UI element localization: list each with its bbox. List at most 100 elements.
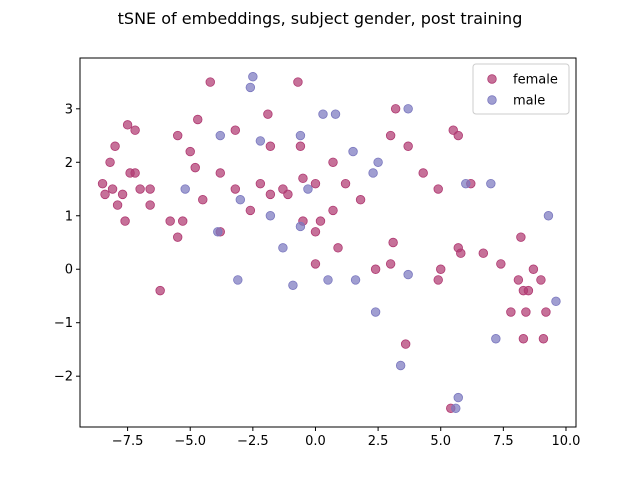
male-point	[245, 82, 256, 93]
male-point	[453, 392, 463, 403]
female-point	[112, 200, 123, 210]
x-tick-label: −7.5	[112, 434, 144, 449]
female-point	[265, 141, 276, 151]
x-tick-label: 0.0	[305, 434, 326, 449]
female-point	[518, 334, 529, 344]
male-point	[213, 227, 223, 237]
male-point	[288, 280, 298, 290]
female-point	[172, 130, 183, 141]
female-point	[310, 178, 321, 189]
female-point	[215, 168, 225, 178]
plot-frame	[79, 57, 577, 428]
female-point	[205, 77, 215, 87]
female-point	[536, 275, 546, 285]
male-point	[330, 109, 341, 119]
male-point	[295, 221, 306, 232]
female-point	[230, 184, 241, 194]
female-point	[541, 307, 551, 317]
x-tick-label: −2.5	[237, 434, 269, 449]
male-point	[180, 184, 190, 194]
female-point	[456, 248, 466, 258]
ticks-layer: −7.5 −5.0 −2.5 0.0 2.5 5.0 7.5 10.0 −2 −1 0 1 2 3	[54, 102, 581, 449]
female-point	[265, 189, 276, 200]
y-tick-label: 1	[65, 209, 73, 224]
female-point	[185, 146, 195, 157]
female-point	[130, 125, 140, 135]
female-point	[516, 232, 526, 242]
female-point	[506, 307, 516, 317]
female-point	[117, 189, 128, 200]
male-point	[370, 307, 381, 317]
female-point	[390, 104, 401, 114]
female-point	[165, 216, 175, 226]
female-point	[400, 339, 411, 349]
female-point	[97, 178, 108, 189]
male-point	[318, 109, 328, 119]
male-point	[278, 243, 288, 253]
male-point	[491, 334, 501, 344]
female-point	[418, 168, 428, 178]
points-layer	[97, 72, 561, 413]
female-point	[453, 130, 463, 141]
male-point	[265, 211, 276, 221]
male-point	[235, 195, 246, 205]
male-point	[350, 275, 361, 285]
female-point	[478, 248, 489, 258]
legend-label-male: male	[513, 94, 545, 109]
female-point	[255, 178, 266, 189]
male-point	[551, 296, 561, 307]
female-point	[172, 232, 183, 242]
legend-marker-male	[487, 95, 497, 105]
female-point	[388, 237, 398, 248]
y-tick-label: −1	[54, 316, 73, 331]
x-tick-label: −5.0	[174, 434, 206, 449]
x-tick-label: 5.0	[430, 434, 451, 449]
female-point	[496, 259, 506, 269]
female-point	[310, 227, 321, 237]
female-point	[145, 184, 155, 194]
female-point	[370, 264, 381, 274]
male-point	[403, 269, 413, 280]
female-point	[315, 216, 326, 226]
male-point	[215, 130, 225, 141]
female-point	[523, 285, 534, 296]
legend: female male	[472, 63, 570, 115]
female-point	[145, 200, 155, 210]
male-point	[461, 178, 471, 189]
x-tick-label: 10.0	[552, 434, 581, 449]
female-point	[513, 275, 524, 285]
female-point	[310, 259, 321, 269]
female-point	[385, 259, 396, 269]
male-point	[303, 184, 313, 194]
female-point	[100, 189, 110, 200]
female-point	[333, 243, 343, 253]
female-point	[283, 189, 293, 200]
female-point	[385, 130, 396, 141]
y-tick-label: 3	[65, 102, 73, 117]
female-point	[130, 168, 140, 178]
male-point	[395, 360, 406, 371]
female-point	[198, 195, 208, 205]
female-point	[122, 120, 133, 130]
female-point	[433, 184, 443, 194]
male-point	[403, 104, 413, 114]
male-point	[248, 72, 258, 82]
female-point	[433, 275, 443, 285]
male-point	[451, 403, 461, 413]
female-point	[403, 141, 413, 151]
female-point	[263, 109, 273, 119]
male-point	[255, 136, 266, 146]
male-point	[348, 146, 358, 157]
y-tick-label: −2	[54, 370, 73, 385]
female-point	[120, 216, 130, 226]
female-point	[293, 77, 303, 87]
y-tick-label: 0	[65, 263, 73, 278]
female-point	[355, 195, 366, 205]
x-tick-label: 7.5	[493, 434, 514, 449]
female-point	[295, 141, 306, 151]
male-point	[233, 275, 243, 285]
female-point	[107, 184, 118, 194]
female-point	[538, 334, 549, 344]
female-point	[328, 205, 338, 216]
